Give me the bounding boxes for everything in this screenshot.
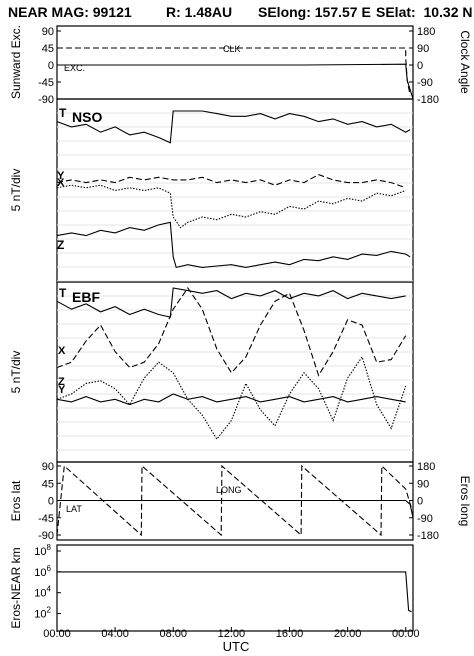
xaxis-tick-label: 08:00 — [159, 628, 187, 640]
panel-clock: Sunward Exc. Clock Angle 90 45 0 -45 -90 180… — [9, 25, 472, 106]
label-ebf-t: T — [59, 286, 67, 300]
ylabel-clock-angle: Clock Angle — [458, 30, 472, 94]
figure-header: NEAR MAG: 99121 R: 1.48AU SElong: 157.57… — [8, 4, 473, 20]
ylabel-eros-long: Eros long — [458, 476, 472, 527]
series-ebf-series-z — [56, 355, 407, 441]
clock-right-tick-label: -90 — [417, 77, 433, 89]
clock-right-tick-label: 0 — [417, 60, 423, 72]
eros-left-tick-label: 0 — [48, 496, 54, 508]
clock-right-tick-label: -180 — [417, 94, 439, 106]
annotation-long: LONG — [216, 485, 242, 495]
eros-right-tick-label: 90 — [417, 478, 429, 490]
series-dist-series-distance — [57, 571, 412, 613]
xaxis-tick-label: 12:00 — [218, 628, 246, 640]
distance-tick-label: 104 — [34, 585, 51, 600]
panel-distance: Eros-NEAR km 108 106 104 102 — [9, 543, 412, 629]
clock-left-tick-label: -90 — [38, 94, 54, 106]
xaxis-tick-label: 16:00 — [276, 628, 304, 640]
series-eros-series-lat — [57, 499, 414, 518]
title-nso: NSO — [72, 109, 102, 125]
series-nso-series-t — [56, 110, 411, 144]
header-selat: SElat: 10.32 N — [376, 4, 473, 20]
xaxis-tick-label: 04:00 — [101, 628, 129, 640]
panel-ebf: 5 nT/div EBF T X Z Y — [9, 286, 413, 451]
clock-left-tick-label: 45 — [42, 43, 54, 55]
clock-right-tick-label: 180 — [417, 26, 435, 38]
series-clock-series-exc. — [57, 63, 414, 100]
xaxis-tick-label: 00:00 — [392, 628, 420, 640]
distance-tick-label: 108 — [34, 543, 51, 558]
eros-left-tick-label: 90 — [42, 461, 54, 473]
clock-right-tick-label: 90 — [417, 43, 429, 55]
eros-left-tick-label: -45 — [38, 513, 54, 525]
eros-left-tick-label: 45 — [42, 478, 54, 490]
clock-left-tick-label: 90 — [42, 26, 54, 38]
series-ebf-series-t — [56, 287, 406, 318]
ylabel-sunward-exc: Sunward Exc. — [9, 25, 23, 99]
series-ebf-series-y — [56, 393, 406, 406]
label-ebf-x: X — [58, 345, 66, 357]
panel-distance-frame — [56, 544, 414, 632]
panel-clock-frame — [56, 25, 414, 100]
clock-left-tick-label: 0 — [48, 60, 54, 72]
label-ebf-z: Z — [58, 376, 65, 388]
ylabel-eros-near-km: Eros-NEAR km — [9, 547, 23, 628]
panel-nso: 5 nT/div NSO T X Y Z — [9, 106, 413, 282]
eros-left-tick-label: -90 — [38, 530, 54, 542]
ylabel-eros-lat: Eros lat — [9, 480, 23, 521]
label-nso-x: X — [57, 177, 65, 189]
header-title: NEAR MAG: 99121 — [8, 4, 132, 20]
series-label-clk: CLK — [223, 44, 241, 54]
eros-right-tick-label: -90 — [417, 513, 433, 525]
xaxis-tick-label: 20:00 — [334, 628, 362, 640]
xaxis-label: UTC — [223, 639, 250, 654]
eros-right-tick-label: 0 — [417, 496, 423, 508]
series-nso-series-x — [56, 184, 406, 229]
eros-right-tick-label: -180 — [417, 530, 439, 542]
eros-right-tick-label: 180 — [417, 461, 435, 473]
x-axis: 00:00 04:00 08:00 12:00 16:00 20:00 00:00 UTC — [43, 627, 420, 654]
ylabel-ebf: 5 nT/div — [9, 351, 23, 394]
annotation-lat: LAT — [66, 504, 82, 514]
ylabel-nso: 5 nT/div — [9, 169, 23, 212]
series-clock-series-clk — [57, 47, 411, 96]
series-nso-series-y — [56, 173, 406, 189]
label-nso-t: T — [59, 106, 67, 120]
panel-ebf-frame — [56, 281, 414, 463]
series-nso-series-z — [56, 221, 411, 269]
label-ebf-y: Y — [58, 384, 66, 396]
series-label-exc: EXC. — [64, 63, 85, 73]
title-ebf: EBF — [72, 289, 100, 305]
series-ebf-series-x — [56, 287, 407, 377]
header-selong: SElong: 157.57 E — [258, 4, 371, 20]
label-nso-z: Z — [57, 238, 64, 252]
header-distance: R: 1.48AU — [166, 4, 232, 20]
label-nso-y: Y — [57, 170, 65, 182]
distance-tick-label: 106 — [34, 564, 51, 579]
distance-tick-label: 102 — [34, 606, 51, 621]
panel-eros: Eros lat Eros long 90 45 0 -45 -90 180 90 0 -90… — [9, 461, 472, 542]
clock-left-tick-label: -45 — [38, 77, 54, 89]
xaxis-tick-label: 00:00 — [43, 628, 71, 640]
